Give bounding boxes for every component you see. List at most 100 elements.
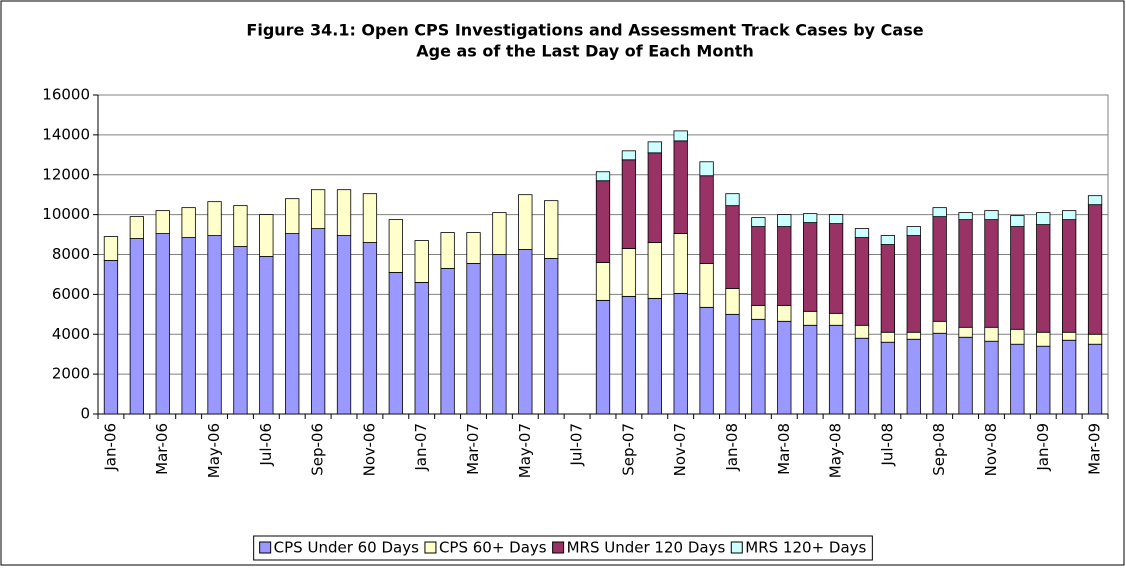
bar-segment (880, 244, 896, 333)
bar-segment (699, 306, 714, 415)
x-tick-label: Nov-07 (671, 423, 689, 476)
bar-segment (673, 233, 688, 294)
bar-segment (647, 297, 662, 415)
bar-segment (1036, 345, 1051, 415)
bar-segment (725, 205, 740, 289)
bar-segment (777, 226, 792, 306)
bar-segment (751, 217, 766, 227)
bar-segment (854, 324, 870, 339)
bar-segment (181, 207, 196, 238)
bar-segment (1087, 333, 1103, 345)
bar-segment (699, 263, 714, 308)
bar-segment (544, 258, 559, 415)
bar-segment (1010, 328, 1025, 345)
bar-segment (440, 232, 455, 269)
bar-segment (1062, 339, 1077, 415)
x-tick-label: Nov-06 (360, 423, 378, 476)
bar-segment (388, 272, 403, 415)
bar-segment (1087, 204, 1103, 335)
x-tick-label: Jul-07 (568, 423, 586, 467)
x-tick-label: Sep-08 (930, 423, 948, 476)
bar-segment (414, 240, 429, 283)
bar-segment (906, 331, 921, 340)
x-tick-label: Jul-08 (878, 423, 896, 467)
x-tick-label: Sep-07 (619, 423, 637, 476)
bar-segment (1062, 331, 1077, 341)
bar-segment (932, 332, 947, 415)
bar-segment (673, 292, 688, 415)
bar-segment (285, 198, 300, 234)
legend-swatch (552, 541, 565, 554)
bar-segment (595, 171, 611, 182)
bar-segment (958, 326, 973, 338)
bar-segment (310, 189, 326, 229)
bar-segment (906, 338, 921, 415)
bar-segment (880, 341, 896, 415)
bar-segment (518, 194, 533, 250)
x-tick-label: Mar-08 (775, 423, 793, 475)
bar-segment (828, 214, 844, 224)
bar-segment (699, 161, 714, 177)
bar-segment (285, 233, 300, 415)
bar-segment (984, 210, 999, 221)
x-tick-label: Jan-07 (412, 423, 430, 472)
bar-segment (647, 152, 662, 243)
bar-segment (544, 200, 559, 259)
bar-segment (1010, 226, 1025, 330)
bar-segment (1087, 343, 1103, 415)
x-tick-label: Jul-06 (257, 423, 275, 467)
legend-label: CPS Under 60 Days (274, 539, 419, 557)
legend-swatch (730, 541, 743, 554)
bar-segment (803, 222, 818, 312)
bar-segment (777, 320, 792, 415)
y-tick-label: 10000 (42, 205, 90, 223)
bar-segment (803, 324, 818, 415)
bar-segment (854, 228, 870, 238)
bar-segment (725, 193, 740, 207)
bar-segment (1010, 215, 1025, 227)
legend-label: CPS 60+ Days (439, 539, 547, 557)
bar-segment (362, 242, 378, 415)
bar-segment (466, 232, 481, 264)
bar-segment (984, 219, 999, 328)
bar-segment (621, 295, 637, 415)
bar-segment (751, 318, 766, 415)
bar-segment (233, 205, 248, 247)
bar-segment (880, 331, 896, 343)
x-tick-label: Mar-06 (153, 423, 171, 475)
bar-segment (207, 235, 222, 415)
bar-segment (828, 223, 844, 314)
bar-segment (1036, 212, 1051, 225)
bar-segment (595, 180, 611, 263)
legend-swatch (424, 541, 437, 554)
bar-segment (103, 260, 119, 415)
x-tick-label: May-06 (205, 423, 223, 478)
bar-segment (362, 193, 378, 243)
bar-segment (828, 324, 844, 415)
bar-segment (777, 214, 792, 227)
bar-segment (414, 282, 429, 415)
bar-segment (984, 326, 999, 342)
y-tick-label: 12000 (42, 165, 90, 183)
legend-label: MRS Under 120 Days (567, 539, 726, 557)
legend: CPS Under 60 Days CPS 60+ Days MRS Under 1… (253, 535, 873, 561)
bar-segment (854, 337, 870, 415)
bar-segment (932, 216, 947, 322)
y-tick-label: 16000 (42, 86, 90, 104)
x-tick-label: Nov-08 (982, 423, 1000, 476)
bar-segment (958, 212, 973, 221)
bar-segment (1010, 343, 1025, 415)
bar-segment (958, 219, 973, 328)
bar-segment (906, 226, 921, 236)
bar-segment (103, 236, 119, 261)
bar-segment (828, 312, 844, 326)
bar-segment (388, 219, 403, 273)
chart-title: Figure 34.1: Open CPS Investigations and… (246, 21, 923, 40)
x-tick-label: Jan-06 (101, 423, 119, 472)
bar-segment (1036, 224, 1051, 333)
bar-segment (673, 130, 688, 142)
bar-segment (440, 268, 455, 415)
bar-segment (803, 310, 818, 326)
bar-segment (336, 189, 352, 236)
bar-segment (621, 159, 637, 249)
